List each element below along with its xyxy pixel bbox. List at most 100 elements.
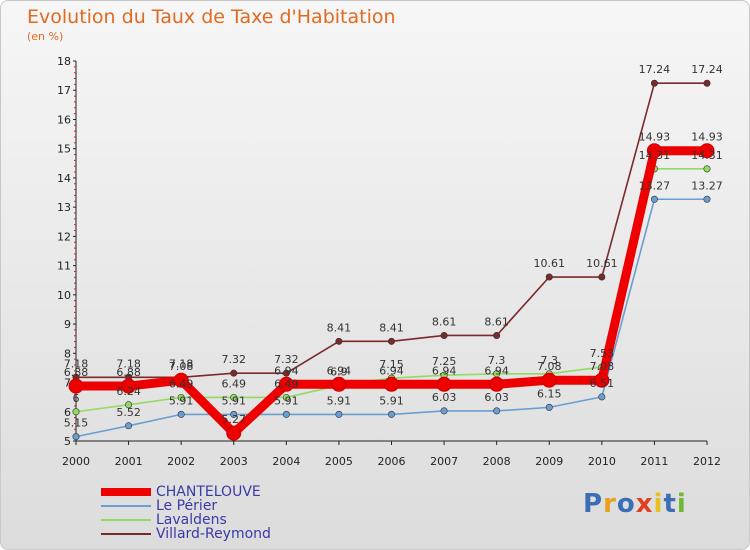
- legend-label: CHANTELOUVE: [156, 484, 261, 500]
- proxiti-logo: Proxiti: [583, 489, 687, 519]
- x-tick-label: 2006: [378, 455, 406, 468]
- data-point: [440, 331, 448, 339]
- data-point: [72, 408, 80, 416]
- x-tick-label: 2000: [62, 455, 90, 468]
- data-label: 5.52: [116, 406, 141, 419]
- x-tick-label: 2010: [588, 455, 616, 468]
- x-tick-label: 2011: [640, 455, 668, 468]
- data-label: 7.18: [169, 357, 194, 370]
- data-point: [282, 369, 290, 377]
- logo-letter: r: [603, 489, 617, 519]
- data-label: 17.24: [691, 63, 723, 76]
- y-tick-label: 12: [57, 230, 71, 243]
- data-point: [493, 331, 501, 339]
- x-tick-label: 2001: [115, 455, 143, 468]
- data-label: 7.15: [379, 358, 404, 371]
- data-point: [545, 273, 553, 281]
- data-point: [68, 378, 84, 394]
- data-label: 6.9: [330, 365, 348, 378]
- y-tick-label: 7: [64, 377, 71, 390]
- data-label: 6: [73, 392, 80, 405]
- data-label: 14.93: [639, 131, 671, 144]
- legend-swatch: [101, 488, 151, 496]
- data-label: 6.88: [64, 366, 89, 379]
- data-point: [177, 393, 185, 401]
- data-point: [121, 378, 137, 394]
- data-point: [177, 410, 185, 418]
- data-label: 6.49: [169, 377, 194, 390]
- y-tick-label: 15: [57, 143, 71, 156]
- data-label: 5.91: [379, 394, 404, 407]
- data-label: 14.31: [639, 149, 671, 162]
- data-point: [699, 143, 715, 159]
- data-point: [230, 410, 238, 418]
- legend-label: Le Périer: [156, 498, 218, 514]
- data-label: 7.3: [541, 354, 559, 367]
- logo-letter: i: [676, 489, 687, 519]
- y-tick-label: 11: [57, 260, 71, 273]
- chart-title: Evolution du Taux de Taxe d'Habitation: [27, 6, 396, 28]
- y-tick-label: 9: [64, 318, 71, 331]
- data-label: 7.32: [274, 353, 299, 366]
- data-point: [282, 410, 290, 418]
- data-point: [646, 143, 662, 159]
- data-label: 6.94: [484, 364, 509, 377]
- chart-subtitle: (en %): [27, 30, 64, 43]
- data-label: 6.24: [116, 385, 141, 398]
- y-tick-label: 13: [57, 201, 71, 214]
- y-tick-label: 16: [57, 113, 71, 126]
- x-tick-label: 2002: [167, 455, 195, 468]
- data-label: 10.61: [534, 257, 566, 270]
- data-label: 6.49: [222, 377, 247, 390]
- y-tick-label: 10: [57, 289, 71, 302]
- data-point: [331, 376, 347, 392]
- data-label: 8.41: [379, 321, 404, 334]
- data-point: [545, 403, 553, 411]
- data-point: [598, 393, 606, 401]
- data-point: [230, 393, 238, 401]
- data-point: [125, 422, 133, 430]
- data-label: 6.15: [537, 387, 562, 400]
- data-label: 5.91: [327, 394, 352, 407]
- data-label: 6.94: [327, 364, 352, 377]
- data-label: 7.18: [64, 357, 89, 370]
- x-tick-label: 2012: [693, 455, 721, 468]
- data-point: [282, 393, 290, 401]
- data-label: 7.08: [537, 360, 562, 373]
- data-point: [440, 407, 448, 415]
- data-label: 6.03: [432, 391, 457, 404]
- x-tick-label: 2007: [430, 455, 458, 468]
- data-label: 6.94: [432, 364, 457, 377]
- data-point: [384, 376, 399, 392]
- data-point: [226, 425, 242, 441]
- data-label: 6.51: [590, 377, 615, 390]
- data-label: 13.27: [691, 179, 723, 192]
- data-point: [335, 337, 343, 345]
- data-label: 6.03: [484, 391, 509, 404]
- y-tick-label: 8: [64, 347, 71, 360]
- data-point: [387, 337, 395, 345]
- logo-letter: t: [663, 489, 677, 519]
- y-tick-label: 14: [57, 172, 71, 185]
- y-tick-label: 18: [57, 55, 71, 68]
- logo-letter: i: [653, 489, 664, 519]
- legend-label: Villard-Reymond: [156, 526, 271, 542]
- data-label: 7.18: [116, 357, 141, 370]
- data-label: 7.08: [169, 360, 194, 373]
- data-label: 7.53: [590, 347, 615, 360]
- data-label: 5.91: [222, 394, 247, 407]
- data-point: [278, 376, 294, 392]
- data-label: 17.24: [639, 63, 671, 76]
- data-point: [703, 165, 711, 173]
- data-point: [335, 410, 343, 418]
- y-tick-label: 5: [64, 435, 71, 448]
- data-label: 6.49: [274, 377, 299, 390]
- data-label: 7.3: [488, 354, 506, 367]
- data-label: 6.94: [274, 364, 299, 377]
- logo-letter: P: [583, 489, 604, 519]
- data-point: [650, 195, 658, 203]
- x-tick-label: 2008: [483, 455, 511, 468]
- data-label: 5.91: [169, 394, 194, 407]
